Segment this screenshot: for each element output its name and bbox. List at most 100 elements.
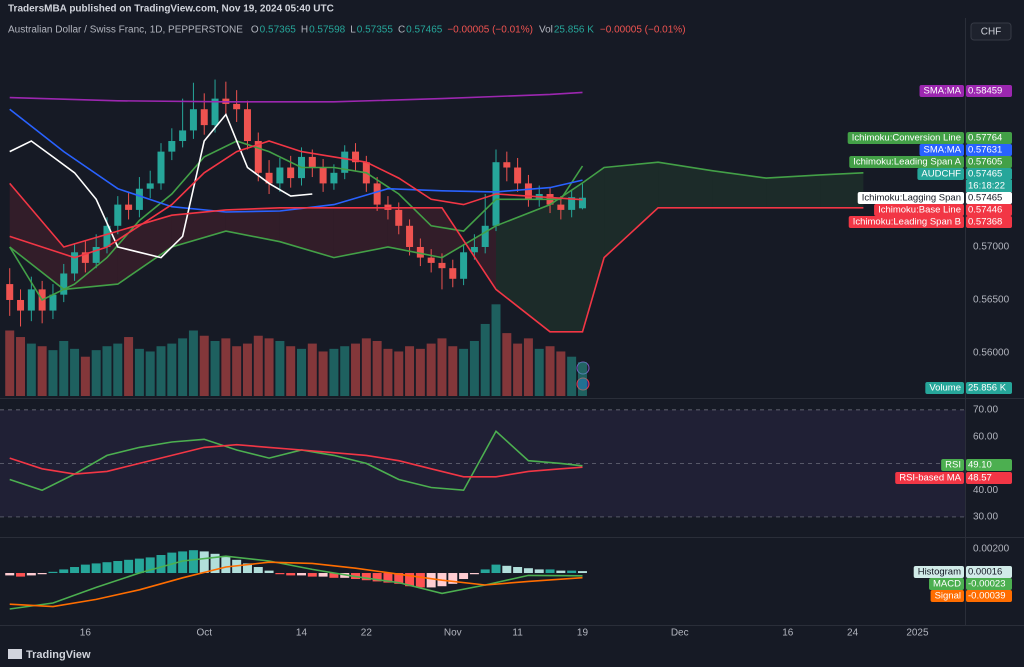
value-tag bbox=[966, 459, 1012, 471]
volume-bar bbox=[275, 340, 285, 396]
currency-box[interactable] bbox=[970, 22, 1012, 41]
candle-body bbox=[135, 188, 143, 210]
histogram-bar bbox=[242, 563, 252, 574]
countdown: 16:18:22 bbox=[968, 181, 1005, 192]
candle-body bbox=[189, 109, 197, 131]
candle-body bbox=[81, 252, 89, 263]
name-tag bbox=[848, 216, 964, 228]
legend-text: 0.57465 bbox=[406, 25, 443, 36]
value-tag-text: 49.10 bbox=[968, 460, 992, 471]
value-tag-text: 0.57368 bbox=[968, 217, 1002, 228]
candle-body bbox=[60, 273, 68, 295]
x-tick-label: 19 bbox=[577, 628, 589, 639]
volume-bar bbox=[577, 362, 587, 396]
histogram-bar bbox=[372, 573, 382, 582]
volume-bar bbox=[318, 351, 328, 396]
volume-bar bbox=[480, 323, 490, 396]
volume-bar bbox=[5, 330, 15, 396]
histogram-bar bbox=[59, 569, 69, 574]
volume-bar bbox=[329, 348, 339, 396]
volume-bar bbox=[437, 338, 447, 396]
volume-bar bbox=[545, 346, 555, 396]
legend-text: 25.856 K bbox=[554, 25, 594, 36]
name-tag bbox=[849, 156, 964, 168]
indicator-line bbox=[9, 443, 583, 478]
histogram-bar bbox=[16, 573, 26, 577]
histogram-bar bbox=[405, 573, 415, 587]
volume-bar bbox=[394, 351, 404, 396]
candle-body bbox=[524, 183, 532, 200]
name-tag bbox=[895, 472, 964, 484]
volume-bar bbox=[199, 335, 209, 396]
name-tag bbox=[874, 204, 964, 216]
candle-body bbox=[460, 252, 468, 279]
volume-bar bbox=[415, 348, 425, 396]
histogram-bar bbox=[296, 573, 306, 576]
candle-body bbox=[92, 246, 100, 263]
value-tag-text: 0.57465 bbox=[968, 169, 1002, 180]
name-tag-text: Histogram bbox=[918, 567, 961, 578]
name-tag-text: MACD bbox=[933, 579, 961, 590]
histogram-bar bbox=[221, 556, 231, 574]
candle-body bbox=[427, 257, 435, 263]
histogram-bar bbox=[124, 559, 134, 574]
candle-body bbox=[406, 225, 414, 247]
candle-body bbox=[146, 183, 154, 189]
x-tick-label: Nov bbox=[444, 628, 462, 639]
histogram-bar bbox=[523, 568, 533, 574]
legend-text: C bbox=[398, 25, 405, 36]
histogram-bar bbox=[286, 573, 296, 576]
histogram-bar bbox=[329, 573, 339, 578]
volume-bar bbox=[513, 343, 523, 396]
histogram-bar bbox=[545, 569, 555, 574]
candle-body bbox=[514, 167, 522, 184]
value-tag-text: 0.57446 bbox=[968, 205, 1002, 216]
logo-mark bbox=[8, 649, 22, 659]
name-tag-text: SMA:MA bbox=[924, 145, 962, 156]
cloud bbox=[582, 167, 605, 332]
value-tag bbox=[966, 566, 1012, 578]
value-tag bbox=[966, 192, 1012, 204]
value-tag bbox=[966, 204, 1012, 216]
x-tick-label: 14 bbox=[296, 628, 308, 639]
y-tick-label: 0.57000 bbox=[973, 242, 1010, 253]
volume-bar bbox=[145, 351, 155, 396]
candle-body bbox=[568, 197, 576, 210]
histogram-bar bbox=[188, 550, 198, 574]
histogram-bar bbox=[199, 551, 209, 574]
name-tag-text: Ichimoku:Lagging Span bbox=[862, 193, 961, 204]
volume-bar bbox=[210, 340, 220, 396]
candle-body bbox=[243, 109, 251, 142]
candle-body bbox=[179, 130, 187, 142]
histogram-bar bbox=[307, 573, 317, 577]
value-tag bbox=[966, 216, 1012, 228]
volume-bar bbox=[37, 346, 47, 396]
value-tag-text: -0.00039 bbox=[968, 591, 1006, 602]
cloud bbox=[550, 182, 583, 332]
indicator-line bbox=[9, 140, 584, 302]
candle-body bbox=[373, 183, 381, 205]
y-tick-label: 30.00 bbox=[973, 512, 998, 523]
volume-bar bbox=[502, 333, 512, 396]
volume-bar bbox=[534, 348, 544, 396]
histogram-bar bbox=[91, 563, 101, 574]
value-tag bbox=[966, 132, 1012, 144]
histogram-bar bbox=[361, 573, 371, 581]
name-tag-text: RSI bbox=[945, 460, 961, 471]
legend-text: 0.57365 bbox=[260, 25, 297, 36]
volume-bar bbox=[491, 304, 501, 396]
name-tag bbox=[930, 590, 964, 602]
candle-body bbox=[449, 268, 457, 279]
histogram-bar bbox=[383, 573, 393, 583]
histogram-bar bbox=[577, 571, 587, 574]
value-tag bbox=[966, 144, 1012, 156]
cloud bbox=[604, 162, 659, 258]
footer-logo: TradingView bbox=[26, 649, 91, 661]
x-tick-label: Oct bbox=[196, 628, 212, 639]
value-tag-text: 0.57605 bbox=[968, 157, 1002, 168]
histogram-bar bbox=[178, 551, 188, 574]
cloud bbox=[820, 172, 864, 208]
histogram-bar bbox=[502, 565, 512, 574]
currency[interactable]: CHF bbox=[981, 27, 1002, 38]
